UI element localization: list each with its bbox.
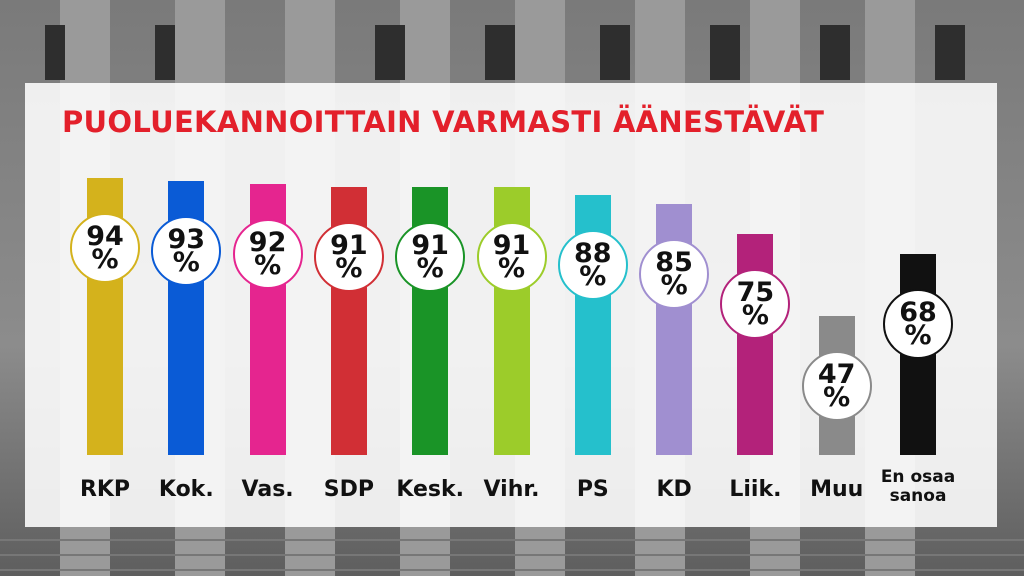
value-bubble: 91 % (313, 221, 384, 292)
value-bubble: 91 % (395, 221, 466, 292)
value-label: 91 % (492, 229, 531, 284)
x-tick-label: Liik. (729, 477, 782, 502)
value-bubble: 93 % (151, 215, 222, 286)
value-label: 91 % (411, 229, 449, 284)
value-bubble: 88 % (557, 230, 628, 301)
x-tick-label: KD (656, 477, 692, 502)
value-bubble: 68 % (883, 289, 953, 360)
value-label: 94 % (86, 220, 124, 275)
value-bubble: 85 % (639, 239, 710, 310)
value-label: 88 % (574, 238, 612, 293)
bar (737, 233, 774, 455)
value-label: 91 % (330, 229, 368, 284)
value-label: 85 % (655, 247, 693, 302)
x-tick-label: SDP (323, 477, 374, 502)
value-label: 75 % (736, 276, 775, 331)
value-bubble: 47 % (801, 351, 872, 422)
x-tick-label: Muu (810, 477, 864, 502)
value-bubble: 92 % (232, 218, 303, 289)
x-tick-label: Kesk. (396, 477, 465, 502)
x-tick-label: Kok. (158, 477, 214, 502)
x-tick-label: En osaa sanoa (880, 467, 956, 506)
value-label: 92 % (248, 226, 287, 281)
value-label: 68 % (899, 297, 937, 352)
value-bubble: 75 % (720, 268, 791, 339)
x-tick-label: Vas. (241, 477, 294, 502)
x-tick-label: Vihr. (483, 477, 540, 502)
chart-panel: PUOLUEKANNOITTAIN VARMASTI ÄÄNESTÄVÄT 94… (25, 83, 997, 527)
x-tick-label: RKP (79, 477, 131, 502)
x-tick-label: PS (576, 477, 609, 502)
value-label: 47 % (817, 359, 856, 414)
value-bubble: 91 % (476, 221, 547, 292)
chart-title: PUOLUEKANNOITTAIN VARMASTI ÄÄNESTÄVÄT (62, 105, 825, 139)
value-bubble: 94 % (70, 212, 140, 283)
value-label: 93 % (167, 223, 206, 278)
